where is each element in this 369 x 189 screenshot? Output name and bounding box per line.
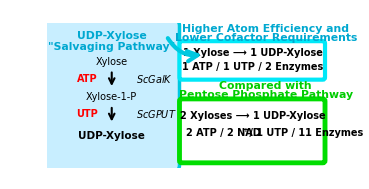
Text: $\it{ScGalK}$: $\it{ScGalK}$	[135, 73, 172, 85]
Text: 2 ATP / 2 NAD: 2 ATP / 2 NAD	[186, 128, 261, 138]
Text: UDP-Xylose: UDP-Xylose	[78, 131, 145, 141]
Text: Pentose Phosphate Pathway: Pentose Phosphate Pathway	[179, 90, 353, 100]
Text: UDP-Xylose: UDP-Xylose	[77, 31, 146, 41]
Text: 1 ATP / 1 UTP / 2 Enzymes: 1 ATP / 1 UTP / 2 Enzymes	[182, 62, 323, 72]
Text: UTP: UTP	[76, 109, 98, 119]
Text: Lower Cofactor Requirements: Lower Cofactor Requirements	[175, 33, 357, 43]
Text: "Salvaging Pathway": "Salvaging Pathway"	[48, 42, 175, 52]
FancyBboxPatch shape	[179, 41, 325, 80]
Text: $\it{ScGPUT}$: $\it{ScGPUT}$	[135, 108, 176, 120]
Text: Xylose: Xylose	[96, 57, 128, 67]
Text: +: +	[243, 127, 248, 133]
Text: 2 Xyloses ⟶ 1 UDP-Xylose: 2 Xyloses ⟶ 1 UDP-Xylose	[180, 111, 325, 121]
Text: 1 Xylose ⟶ 1 UDP-Xylose: 1 Xylose ⟶ 1 UDP-Xylose	[183, 49, 323, 58]
Text: Compared with: Compared with	[220, 81, 312, 91]
Text: Higher Atom Efficiency and: Higher Atom Efficiency and	[182, 24, 349, 34]
FancyBboxPatch shape	[44, 20, 179, 171]
FancyBboxPatch shape	[179, 99, 325, 163]
Text: / 1 UTP / 11 Enzymes: / 1 UTP / 11 Enzymes	[246, 128, 364, 138]
Text: ATP: ATP	[77, 74, 97, 84]
Text: Xylose-1-P: Xylose-1-P	[86, 92, 137, 102]
